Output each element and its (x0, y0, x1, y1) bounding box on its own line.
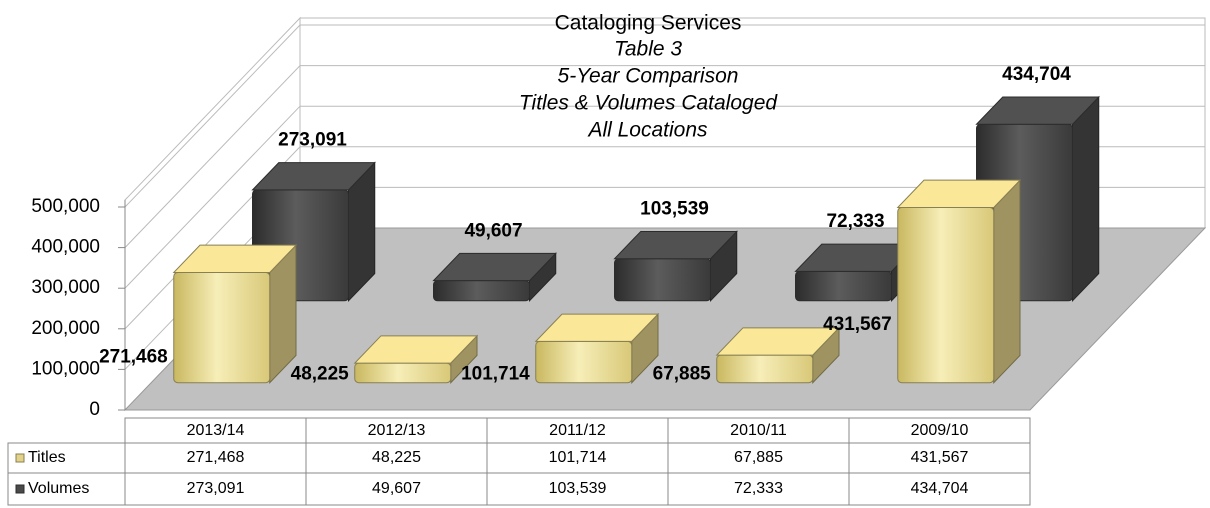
grid-line (124, 105, 1205, 289)
bar-top (251, 162, 376, 191)
legend-label: Titles (28, 449, 66, 466)
bar (897, 206, 995, 384)
bar (795, 270, 892, 302)
table-header-cell: 2012/13 (368, 422, 426, 439)
y-tick-label: 400,000 (31, 237, 100, 258)
bar-top (172, 244, 298, 273)
table-cell: 103,539 (549, 480, 607, 497)
table-header-cell: 2013/14 (187, 422, 245, 439)
bar-top (353, 335, 479, 364)
y-tick-label: 300,000 (31, 277, 100, 298)
data-label: 103,539 (640, 198, 709, 219)
bar-top (975, 96, 1100, 125)
data-label: 101,714 (461, 364, 530, 385)
data-label: 67,885 (653, 364, 712, 385)
bar-top (613, 230, 738, 260)
y-tick-label: 200,000 (31, 318, 100, 339)
grid-line (124, 65, 1205, 248)
bar-top (432, 252, 557, 282)
table-cell: 434,704 (911, 480, 969, 497)
data-label: 49,607 (464, 220, 522, 241)
data-label: 48,225 (291, 364, 350, 385)
data-label: 434,704 (1002, 64, 1071, 85)
data-label: 431,567 (823, 314, 892, 335)
bar-top (534, 313, 660, 342)
table-cell: 431,567 (911, 449, 969, 466)
grid-line (124, 24, 1205, 208)
table-cell: 49,607 (372, 480, 421, 497)
data-label: 271,468 (99, 347, 168, 368)
y-tick-label: 0 (89, 399, 100, 420)
data-table: 2013/14 2012/13 2011/12 2010/11 2009/10 Title… (7, 417, 1031, 506)
bar (535, 340, 633, 384)
bar-top (715, 327, 841, 356)
table-cell: 273,091 (187, 480, 245, 497)
legend-label: Volumes (28, 480, 89, 497)
table-cell: 72,333 (734, 480, 783, 497)
table-header-cell: 2010/11 (730, 422, 787, 439)
y-tick-label: 500,000 (31, 196, 100, 217)
table-cell: 67,885 (734, 449, 783, 466)
bar-top (896, 179, 1022, 208)
bar (614, 258, 711, 302)
bar (354, 362, 452, 384)
legend-key (15, 453, 25, 463)
bar-side (1072, 95, 1100, 303)
table-row (7, 442, 1031, 474)
bar (716, 354, 814, 384)
table-cell: 271,468 (187, 449, 245, 466)
chart-subtitle: Titles & Volumes Cataloged (519, 92, 778, 115)
chart-subtitle: All Locations (586, 119, 708, 142)
legend-key (15, 484, 25, 494)
chart-title: Cataloging Services (555, 12, 742, 35)
table-header-cell: 2009/10 (911, 422, 969, 439)
table-row (7, 472, 1031, 506)
table-header-cell: 2011/12 (549, 422, 606, 439)
table-cell: 48,225 (372, 449, 421, 466)
bar (173, 271, 271, 384)
data-label: 273,091 (278, 130, 347, 151)
data-label: 72,333 (826, 211, 884, 232)
chart-subtitle: 5-Year Comparison (558, 65, 739, 88)
bar-side (993, 178, 1021, 384)
chart-subtitle: Table 3 (614, 38, 682, 61)
y-tick-label: 100,000 (31, 358, 100, 379)
bar (433, 280, 530, 302)
table-cell: 101,714 (549, 449, 607, 466)
